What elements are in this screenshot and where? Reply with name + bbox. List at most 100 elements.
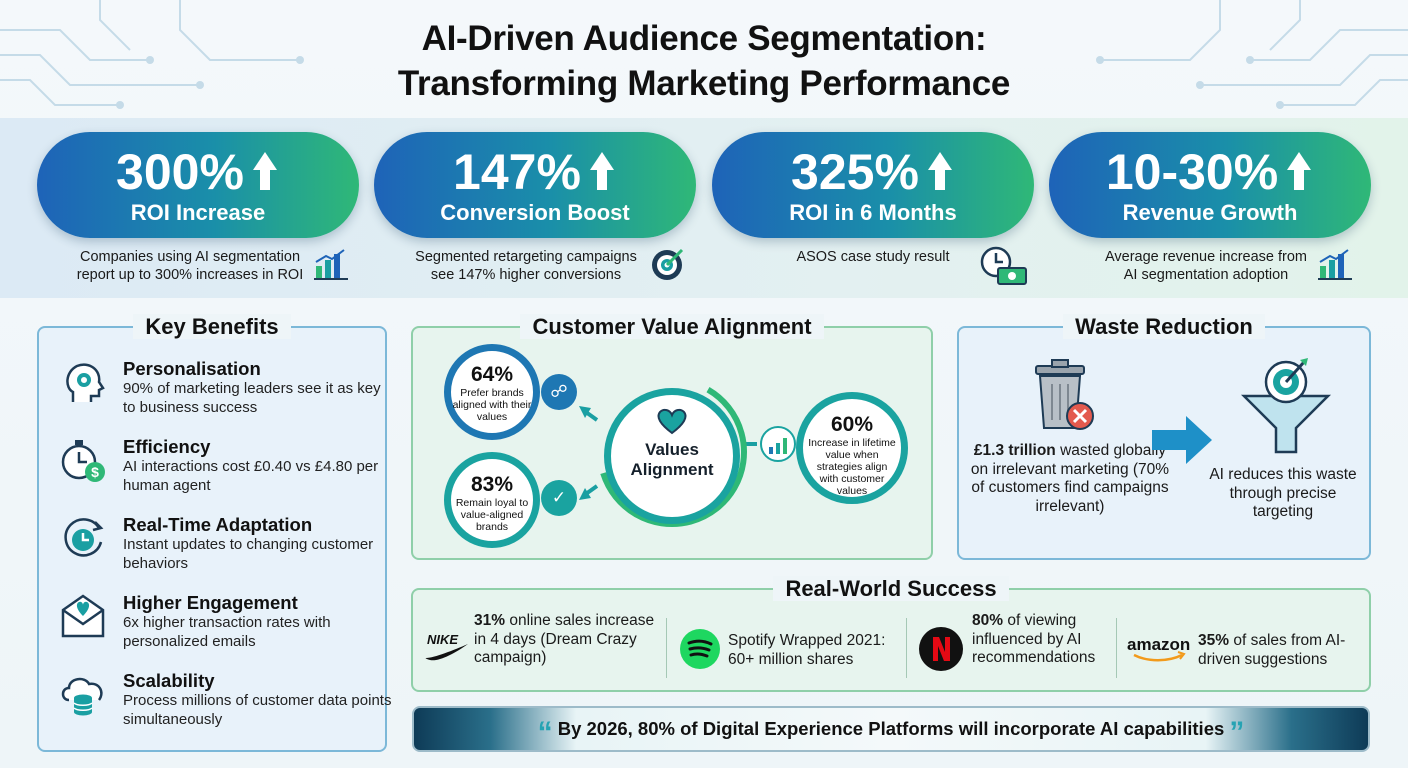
bar-chart-icon <box>314 249 348 280</box>
stat-description: ASOS case study result <box>760 248 986 266</box>
stat-description: Companies using AI segmentation report up… <box>60 248 320 284</box>
stat-roi-increase: 300% ROI Increase <box>37 132 359 238</box>
arrow-up-icon <box>925 152 955 192</box>
head-gear-icon <box>66 363 105 402</box>
trash-icon <box>1035 359 1094 430</box>
stat-64-ring: 64% Prefer brands aligned with their val… <box>444 344 540 440</box>
title-line-1: AI-Driven Audience Segmentation: <box>421 19 987 58</box>
panel-title: Key Benefits <box>133 314 291 339</box>
stat-label: Revenue Growth <box>1122 200 1298 225</box>
heart-envelope-icon <box>61 594 105 638</box>
stat-roi-6-months: 325% ROI in 6 Months <box>712 132 1034 238</box>
stat-value: 300% <box>116 144 244 200</box>
waste-solution: AI reduces this waste through precise ta… <box>1209 466 1357 520</box>
success-text: of sales from AI-driven suggestions <box>1198 632 1346 668</box>
panel-title: Waste Reduction <box>1063 314 1265 339</box>
success-stat: 35% <box>1198 632 1230 649</box>
spotify-logo-icon <box>680 629 720 669</box>
stat-label: ROI in 6 Months <box>789 200 957 225</box>
desc-line: ASOS case study result <box>796 249 950 265</box>
benefit-title: Efficiency <box>123 436 211 457</box>
close-quote-icon: ” <box>1229 716 1245 749</box>
svg-text:$: $ <box>91 464 99 480</box>
svg-text:NIKE: NIKE <box>427 632 458 647</box>
desc-line: report up to 300% increases in ROI <box>76 267 304 283</box>
success-amazon: 35% of sales from AI-driven suggestions <box>1198 632 1364 669</box>
success-netflix: 80% of viewing influenced by AI recommen… <box>972 612 1112 668</box>
values-alignment-center: Values Alignment <box>604 388 740 524</box>
alignment-connectors <box>579 376 769 527</box>
arrow-right-icon <box>1152 416 1212 464</box>
success-text: online sales increase in 4 days (Dream C… <box>474 612 655 666</box>
heart-icon <box>657 408 687 435</box>
netflix-logo-icon <box>919 627 963 671</box>
benefit-title: Personalisation <box>123 358 261 379</box>
stat-revenue-growth: 10-30% Revenue Growth <box>1049 132 1371 238</box>
panel-title: Customer Value Alignment <box>520 314 824 339</box>
success-spotify: Spotify Wrapped 2021: 60+ million shares <box>728 632 886 668</box>
benefit-title: Real-Time Adaptation <box>123 514 313 535</box>
ring-text: Prefer brands aligned with their values <box>452 387 532 423</box>
waste-fact: £1.3 trillion wasted globally on irrelev… <box>970 442 1170 516</box>
key-benefits-panel: Key Benefits Personalisation 90% of mark… <box>37 314 391 752</box>
benefit-description: 6x higher transaction rates with persona… <box>123 614 331 650</box>
stat-value: 10-30% <box>1105 144 1279 200</box>
page-title: AI-Driven Audience Segmentation: Transfo… <box>0 16 1408 106</box>
growth-chart-icon <box>760 426 796 462</box>
benefit-description: 90% of marketing leaders see it as key t… <box>123 380 381 416</box>
stat-83-ring: 83% Remain loyal to value-aligned brands <box>444 452 540 548</box>
stat-label: ROI Increase <box>130 200 266 225</box>
clock-refresh-icon <box>64 518 104 557</box>
title-line-2: Transforming Marketing Performance <box>397 64 1011 103</box>
clock-money-icon <box>980 246 1027 285</box>
divider <box>906 618 907 678</box>
funnel-target-icon <box>1240 358 1332 454</box>
benefit-description: Instant updates to changing customer beh… <box>123 536 374 572</box>
success-stat: 31% <box>474 612 506 629</box>
desc-line: AI segmentation adoption <box>1123 267 1289 283</box>
benefit-description: AI interactions cost £0.40 vs £4.80 per … <box>123 458 379 494</box>
divider <box>1116 618 1117 678</box>
open-quote-icon: “ <box>537 716 553 749</box>
cloud-database-icon <box>61 677 103 716</box>
stat-conversion-boost: 147% Conversion Boost <box>374 132 696 238</box>
stat-60-ring: 60% Increase in lifetime value when stra… <box>796 392 908 504</box>
ring-text: Increase in lifetime value when strategi… <box>808 437 896 497</box>
ring-value: 60% <box>830 413 874 436</box>
ring-text: Remain loyal to value-aligned brands <box>455 497 529 533</box>
benefit-title: Scalability <box>123 670 215 691</box>
benefit-description: Process millions of customer data points… <box>123 692 392 728</box>
quote-text: By 2026, 80% of Digital Experience Platf… <box>557 718 1225 739</box>
waste-amount: £1.3 trillion <box>973 442 1056 459</box>
stat-description: Segmented retargeting campaigns see 147% … <box>396 248 656 284</box>
shield-check-icon: ✓ <box>541 480 577 516</box>
bar-chart-icon <box>1318 249 1352 280</box>
growth-chart-glyph <box>769 438 787 454</box>
panel-title: Real-World Success <box>773 576 1009 601</box>
arrow-up-icon <box>587 152 617 192</box>
handshake-icon: ☍ <box>541 374 577 410</box>
ring-value: 64% <box>470 363 514 386</box>
success-stat: 80% <box>972 612 1004 629</box>
stopwatch-dollar-icon: $ <box>61 440 105 482</box>
center-line-2: Alignment <box>630 460 714 479</box>
desc-line: see 147% higher conversions <box>430 267 622 283</box>
stat-value: 325% <box>791 144 919 200</box>
desc-line: Average revenue increase from <box>1104 249 1308 265</box>
stat-value: 147% <box>453 144 581 200</box>
stat-description: Average revenue increase from AI segmenta… <box>1086 248 1326 284</box>
target-icon <box>652 248 684 280</box>
stat-label: Conversion Boost <box>440 200 630 225</box>
desc-line: Companies using AI segmentation <box>79 249 301 265</box>
amazon-logo-icon: amazon <box>1127 635 1190 662</box>
benefit-title: Higher Engagement <box>123 592 298 613</box>
real-world-success-panel: Real-World Success <box>411 576 1371 692</box>
center-line-1: Values <box>645 440 699 459</box>
arrow-up-icon <box>250 152 280 192</box>
svg-text:amazon: amazon <box>1127 635 1190 654</box>
success-text: of viewing influenced by AI recommendati… <box>972 612 1096 666</box>
quote-banner: “ By 2026, 80% of Digital Experience Pla… <box>412 706 1370 752</box>
ring-value: 83% <box>470 473 514 496</box>
waste-detail: wasted globally on irrelevant marketing … <box>970 442 1170 515</box>
success-nike: 31% online sales increase in 4 days (Dre… <box>474 612 660 668</box>
